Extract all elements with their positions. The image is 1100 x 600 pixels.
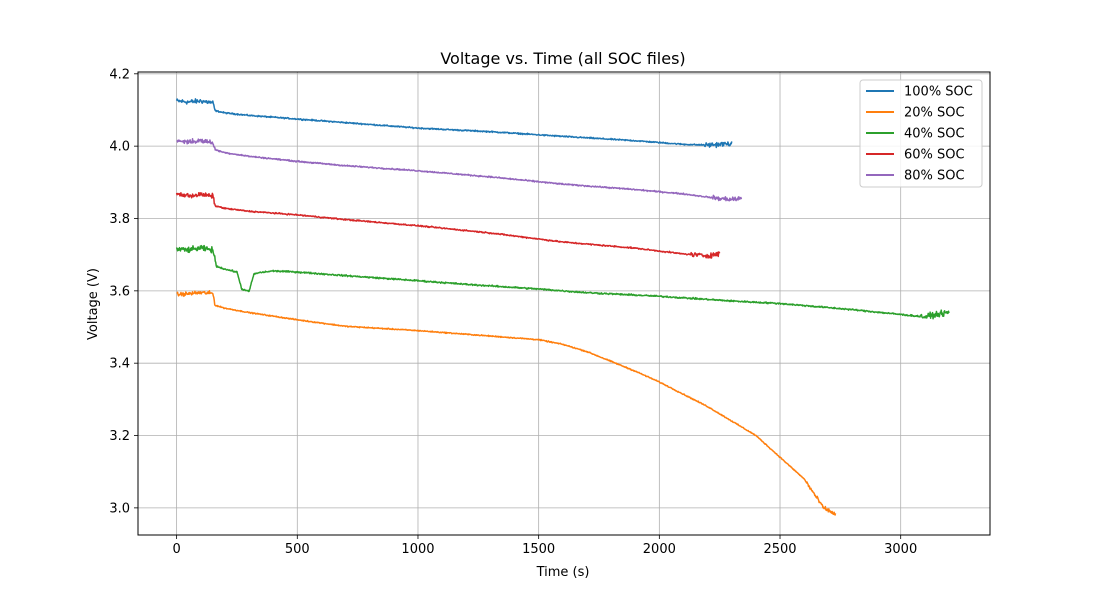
- series-line: [175, 98, 733, 149]
- legend-label: 40% SOC: [904, 127, 965, 142]
- y-axis-label: Voltage (V): [86, 268, 101, 340]
- legend-label: 60% SOC: [904, 148, 965, 163]
- y-tick-label: 3.4: [109, 357, 130, 372]
- y-axis-ticks: 3.0 3.2 3.4 3.6 3.8 4.0 4.2: [109, 67, 138, 516]
- x-tick-label: 500: [285, 542, 310, 557]
- y-tick-label: 3.2: [109, 429, 130, 444]
- legend: 100% SOC 20% SOC 40% SOC 60% SOC 80% SOC: [859, 79, 983, 188]
- plot-frame: [137, 71, 991, 536]
- y-tick-label: 4.0: [109, 140, 130, 155]
- y-tick-label: 3.6: [109, 284, 130, 299]
- y-tick-label: 3.8: [109, 212, 130, 227]
- series-line: [176, 137, 743, 202]
- x-tick-label: 2500: [763, 542, 796, 557]
- x-tick-label: 1500: [522, 542, 555, 557]
- series-line: [175, 192, 721, 259]
- legend-label: 80% SOC: [904, 169, 965, 184]
- legend-label: 20% SOC: [904, 106, 965, 121]
- series-line: [175, 244, 950, 320]
- legend-box: [859, 79, 983, 188]
- x-axis-label: Time (s): [536, 565, 590, 580]
- series-lines: [175, 98, 950, 516]
- x-tick-label: 2000: [643, 542, 676, 557]
- legend-label: 100% SOC: [904, 85, 973, 100]
- y-tick-label: 3.0: [109, 501, 130, 516]
- x-tick-label: 1000: [401, 542, 434, 557]
- series-line: [176, 289, 837, 516]
- x-tick-label: 3000: [884, 542, 917, 557]
- x-tick-label: 0: [172, 542, 180, 557]
- y-tick-label: 4.2: [109, 67, 130, 82]
- x-axis-ticks: 0 500 1000 1500 2000 2500 3000: [172, 535, 917, 557]
- chart-title: Voltage vs. Time (all SOC files): [440, 49, 685, 68]
